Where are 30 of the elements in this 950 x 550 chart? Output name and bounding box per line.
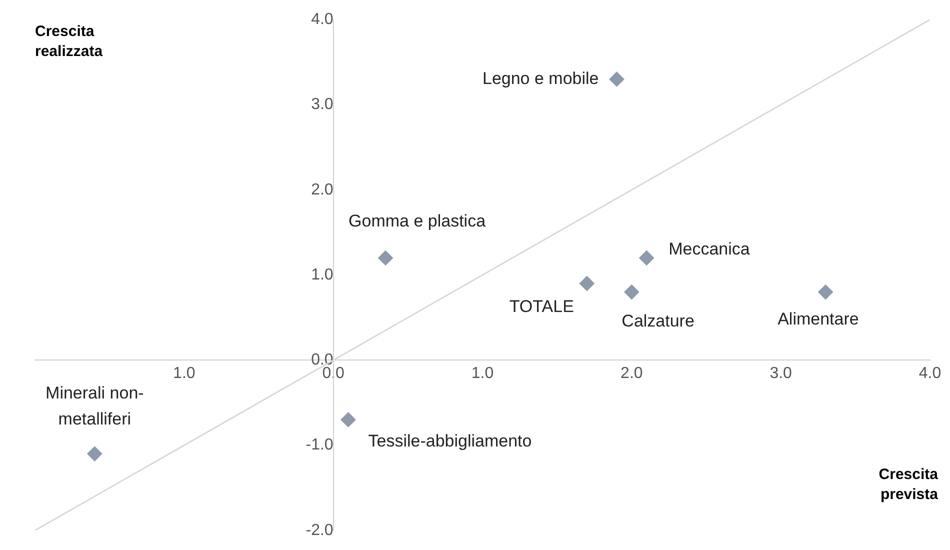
point — [378, 250, 394, 266]
y-axis-title: Crescita realizzata — [35, 22, 104, 62]
annotation: Minerali non- metalliferi — [46, 383, 144, 428]
x-tick-label: 1.0 — [173, 365, 196, 382]
point — [609, 72, 624, 87]
point — [340, 412, 356, 428]
point — [579, 276, 594, 292]
annotation: Calzature — [622, 312, 694, 331]
y-tick-label: 3.0 — [311, 96, 334, 114]
x-tick-label: 0.0 — [322, 365, 345, 382]
x-tick-label: 1.0 — [471, 365, 494, 382]
x-tick-label: 4.0 — [918, 365, 942, 382]
x-tick-label: 2.0 — [620, 365, 643, 382]
y-tick-label: 4.0 — [311, 11, 334, 28]
point — [639, 250, 654, 266]
annotation: TOTALE — [509, 297, 574, 316]
annotation: Meccanica — [668, 240, 750, 259]
point — [87, 446, 102, 462]
y-tick-label: 1.0 — [311, 266, 334, 284]
x-tick-label: 3.0 — [770, 365, 792, 382]
y-tick-label: -1.0 — [306, 436, 334, 454]
annotation: Gomma e plastica — [348, 212, 486, 231]
point — [624, 284, 640, 300]
annotation: Tessile-abbigliamento — [368, 431, 532, 450]
annotation: Alimentare — [778, 310, 859, 329]
y-tick-label: -2.0 — [306, 522, 334, 539]
y-tick-label: 2.0 — [311, 181, 334, 198]
annotation: Legno e mobile — [482, 68, 599, 88]
point — [818, 284, 834, 300]
x-axis-title: Crescita prevista — [878, 465, 938, 505]
